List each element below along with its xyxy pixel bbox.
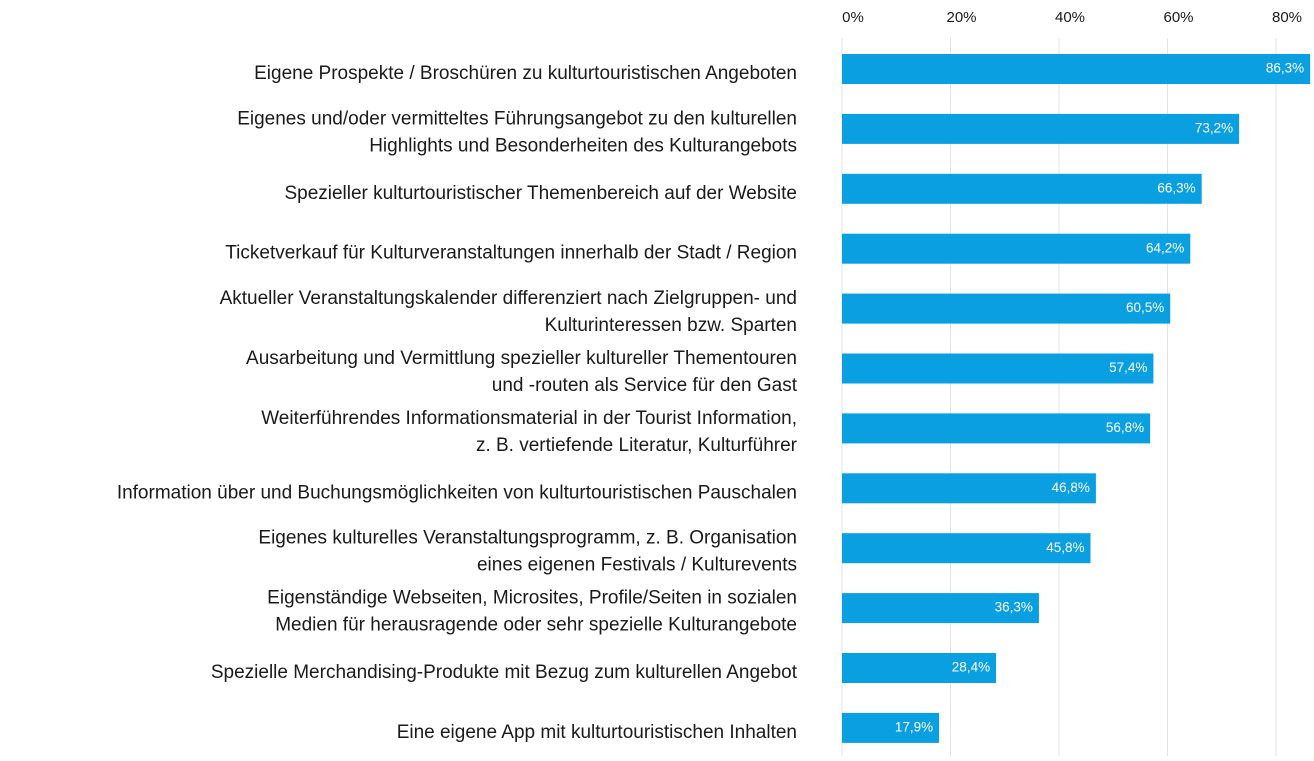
x-tick-label: 0% [842,9,864,26]
value-label: 60,5% [1126,300,1164,315]
category-label: Eigenständige Webseiten, Microsites, Pro… [267,588,797,609]
bar [842,593,1039,624]
category-label: Ausarbeitung und Vermittlung spezieller … [246,348,797,369]
bar [842,293,1171,324]
value-label: 56,8% [1106,420,1144,435]
category-label: Eigenes kulturelles Veranstaltungsprogra… [258,528,797,549]
value-label: 46,8% [1052,480,1090,495]
bar [842,113,1240,144]
bar [842,54,1311,84]
x-tick-label: 80% [1272,9,1302,26]
x-tick-label: 20% [946,9,976,26]
category-label: Spezieller kulturtouristischer Themenber… [284,183,797,204]
category-label: und -routen als Service für den Gast [492,375,798,396]
bar [842,712,940,743]
bar [842,353,1154,384]
value-label: 66,3% [1157,180,1195,195]
value-label: 57,4% [1109,360,1147,375]
value-label: 36,3% [995,600,1033,615]
category-label: Spezielle Merchandising-Produkte mit Bez… [211,662,798,683]
category-label: Aktueller Veranstaltungskalender differe… [220,288,797,309]
bar [842,653,997,683]
category-label: Eigene Prospekte / Broschüren zu kulturt… [254,63,797,84]
category-label: Medien für herausragende oder sehr spezi… [275,615,797,636]
category-label: Eine eigene App mit kulturtouristischen … [397,722,797,743]
value-label: 64,2% [1146,240,1184,255]
bar [842,173,1202,204]
value-label: 28,4% [952,660,990,675]
x-tick-label: 60% [1164,9,1194,26]
category-label: Information über und Buchungsmöglichkeit… [117,482,797,503]
bar [842,413,1151,444]
value-label: 73,2% [1195,120,1233,135]
category-label: Eigenes und/oder vermitteltes Führungsan… [237,108,797,129]
value-label: 17,9% [895,719,933,734]
category-label: Weiterführendes Informationsmaterial in … [261,408,797,429]
bar [842,533,1091,564]
category-label: Highlights und Besonderheiten des Kultur… [369,135,797,156]
category-label: Kulturinteressen bzw. Sparten [545,315,797,336]
x-tick-label: 40% [1055,9,1085,26]
category-label: z. B. vertiefende Literatur, Kulturführe… [476,435,798,456]
value-label: 86,3% [1266,61,1304,76]
bar [842,233,1191,264]
value-label: 45,8% [1046,540,1084,555]
category-label: Ticketverkauf für Kulturveranstaltungen … [225,243,797,264]
category-label: eines eigenen Festivals / Kulturevents [477,555,797,576]
bar [842,473,1096,504]
